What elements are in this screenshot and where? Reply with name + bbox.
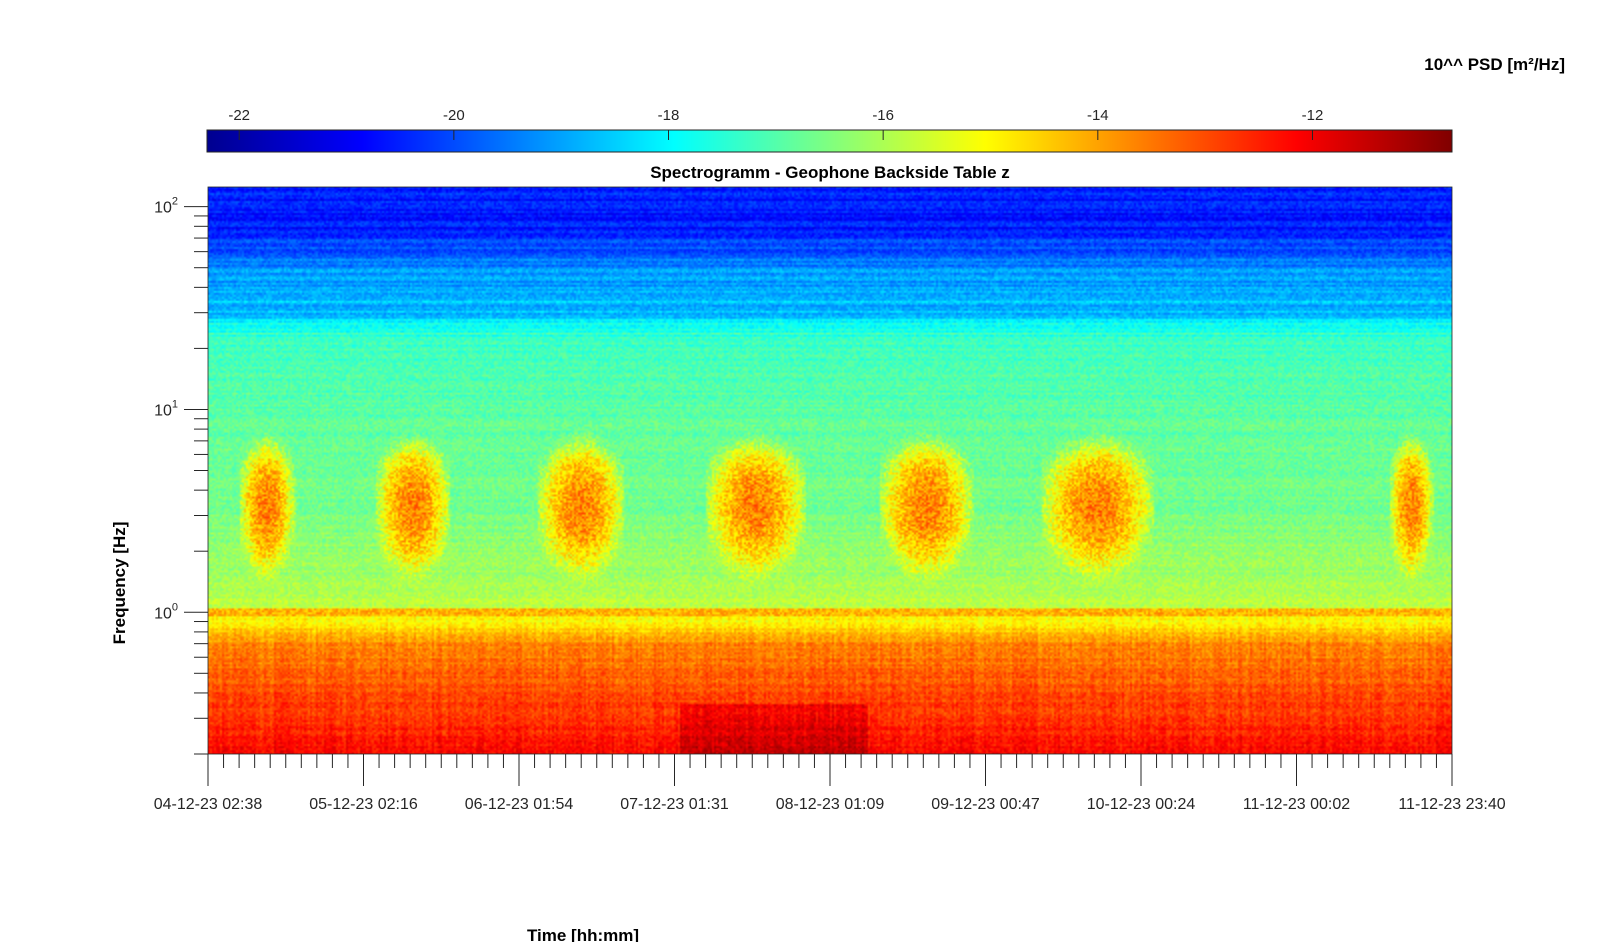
x-axis: 04-12-23 02:38 05-12-23 02:16 06-12-23 01:… — [154, 754, 1506, 813]
spectrogram-heatmap — [208, 187, 1452, 754]
x-tick-label: 04-12-23 02:38 — [154, 796, 263, 813]
x-tick-label: 07-12-23 01:31 — [620, 796, 729, 813]
y-axis-label: Frequency [Hz] — [110, 522, 129, 645]
x-tick-label: 08-12-23 01:09 — [776, 796, 885, 813]
colorbar-tick-label: -14 — [1087, 107, 1109, 124]
x-tick-label: 06-12-23 01:54 — [465, 796, 574, 813]
y-tick-label: 102 — [154, 196, 178, 217]
colorbar-gradient — [206, 129, 1453, 153]
colorbar-tick-label: -12 — [1302, 107, 1324, 124]
x-axis-label: Time [hh:mm] — [527, 926, 639, 942]
x-tick-label: 11-12-23 00:02 — [1243, 796, 1350, 813]
chart-title: Spectrogramm - Geophone Backside Table z — [650, 163, 1010, 182]
colorbar-tick-label: -22 — [228, 107, 250, 124]
x-tick-label: 05-12-23 02:16 — [309, 796, 418, 813]
y-axis: 102 101 100 — [154, 196, 208, 755]
colorbar-tick-label: -20 — [443, 107, 465, 124]
plot-area — [207, 186, 1453, 755]
y-tick-label: 101 — [154, 398, 178, 419]
colorbar-tick-label: -18 — [658, 107, 680, 124]
x-tick-label: 10-12-23 00:24 — [1087, 796, 1196, 813]
x-tick-label: 09-12-23 00:47 — [931, 796, 1040, 813]
x-tick-label: 11-12-23 23:40 — [1398, 796, 1505, 813]
colorbar-tick-label: -16 — [872, 107, 894, 124]
colorbar-label: 10^^ PSD [m²/Hz] — [1424, 55, 1565, 74]
colorbar: -22 -20 -18 -16 -14 -12 10^^ PSD [m²/Hz] — [206, 55, 1565, 153]
y-tick-label: 100 — [154, 601, 178, 622]
colorbar-ticks: -22 -20 -18 -16 -14 -12 — [228, 107, 1323, 140]
